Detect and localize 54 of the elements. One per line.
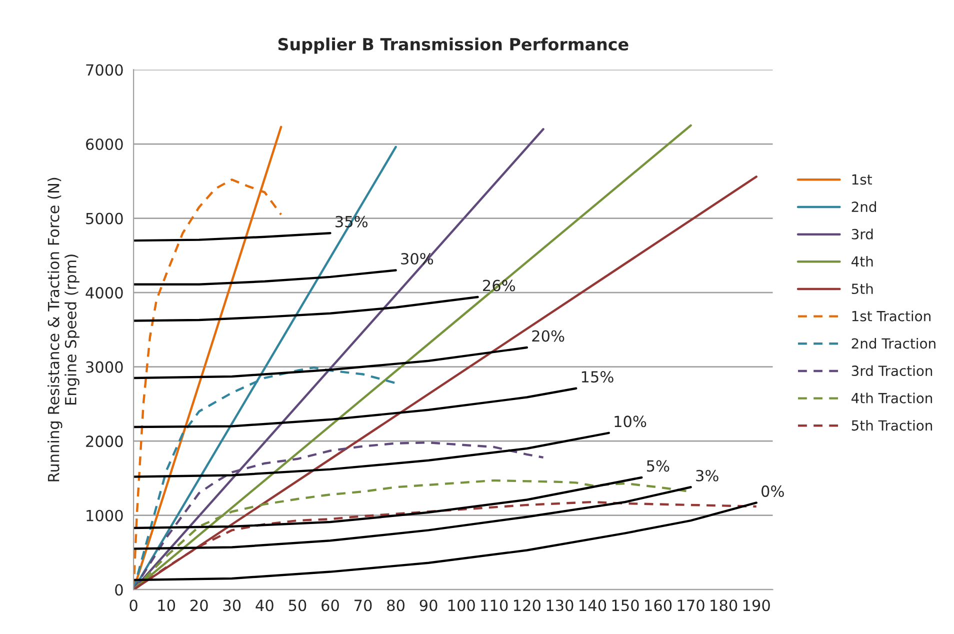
line-series bbox=[134, 486, 692, 550]
line-series bbox=[134, 387, 578, 428]
x-tick-label: 130 bbox=[546, 600, 574, 612]
line-series bbox=[134, 296, 479, 322]
x-tick-label: 30 bbox=[223, 600, 241, 612]
x-tick-label: 180 bbox=[710, 600, 738, 612]
y-tick-label: 7000 bbox=[86, 64, 123, 76]
annotation: 3% bbox=[696, 470, 718, 482]
x-tick-label: 160 bbox=[645, 600, 672, 612]
x-tick-label: 190 bbox=[743, 600, 770, 612]
x-tick-label: 140 bbox=[580, 600, 606, 612]
legend-label: 5th bbox=[852, 283, 873, 294]
chart-title: Supplier B Transmission Performance bbox=[278, 38, 628, 54]
annotation: 10% bbox=[614, 416, 646, 428]
x-tick-label: 80 bbox=[387, 600, 404, 612]
x-tick-label: 150 bbox=[612, 600, 639, 612]
annotation: 15% bbox=[582, 371, 614, 383]
x-tick-label: 50 bbox=[288, 600, 306, 612]
line-series bbox=[134, 346, 528, 380]
legend-label: 2nd Traction bbox=[852, 338, 936, 349]
y-tick-label: 5000 bbox=[86, 212, 123, 224]
legend-label: 2nd bbox=[852, 201, 876, 212]
annotation: 0% bbox=[762, 485, 784, 497]
line-series bbox=[134, 269, 397, 286]
y-tick-label: 0 bbox=[115, 584, 123, 596]
annotation: 20% bbox=[532, 330, 564, 342]
x-tick-label: 110 bbox=[481, 600, 508, 612]
line-series bbox=[134, 232, 332, 242]
legend-label: 4th Traction bbox=[851, 392, 932, 404]
legend-label: 3rd bbox=[852, 228, 873, 240]
x-tick-label: 20 bbox=[190, 600, 208, 612]
legend-label: 5th Traction bbox=[852, 420, 932, 431]
legend-label: 1st bbox=[852, 174, 872, 185]
x-tick-label: 40 bbox=[256, 600, 274, 612]
annotation: 5% bbox=[646, 460, 670, 472]
legend-label: 1st Traction bbox=[852, 310, 930, 322]
legend-label: 3rd Traction bbox=[852, 365, 932, 376]
x-tick-label: 70 bbox=[354, 600, 372, 612]
y-tick-label: 2000 bbox=[86, 436, 123, 448]
x-tick-label: 0 bbox=[130, 600, 138, 612]
y-tick-label: 6000 bbox=[86, 138, 123, 150]
y-tick-label: 4000 bbox=[86, 287, 123, 299]
x-tick-label: 120 bbox=[514, 600, 540, 612]
x-tick-label: 170 bbox=[678, 600, 704, 612]
y-tick-label: 3000 bbox=[86, 361, 123, 373]
x-tick-label: 100 bbox=[448, 600, 475, 612]
y-tick-label: 1000 bbox=[86, 510, 123, 522]
line-series bbox=[134, 432, 610, 478]
x-tick-label: 90 bbox=[420, 600, 438, 612]
legend-label: 4th bbox=[851, 256, 873, 267]
x-tick-label: 10 bbox=[158, 600, 176, 612]
x-tick-label: 60 bbox=[322, 600, 339, 612]
y-axis-title: Running Resistance & Traction Force (N) Engine Speed (rpm) bbox=[48, 178, 80, 482]
line-series bbox=[134, 476, 643, 530]
